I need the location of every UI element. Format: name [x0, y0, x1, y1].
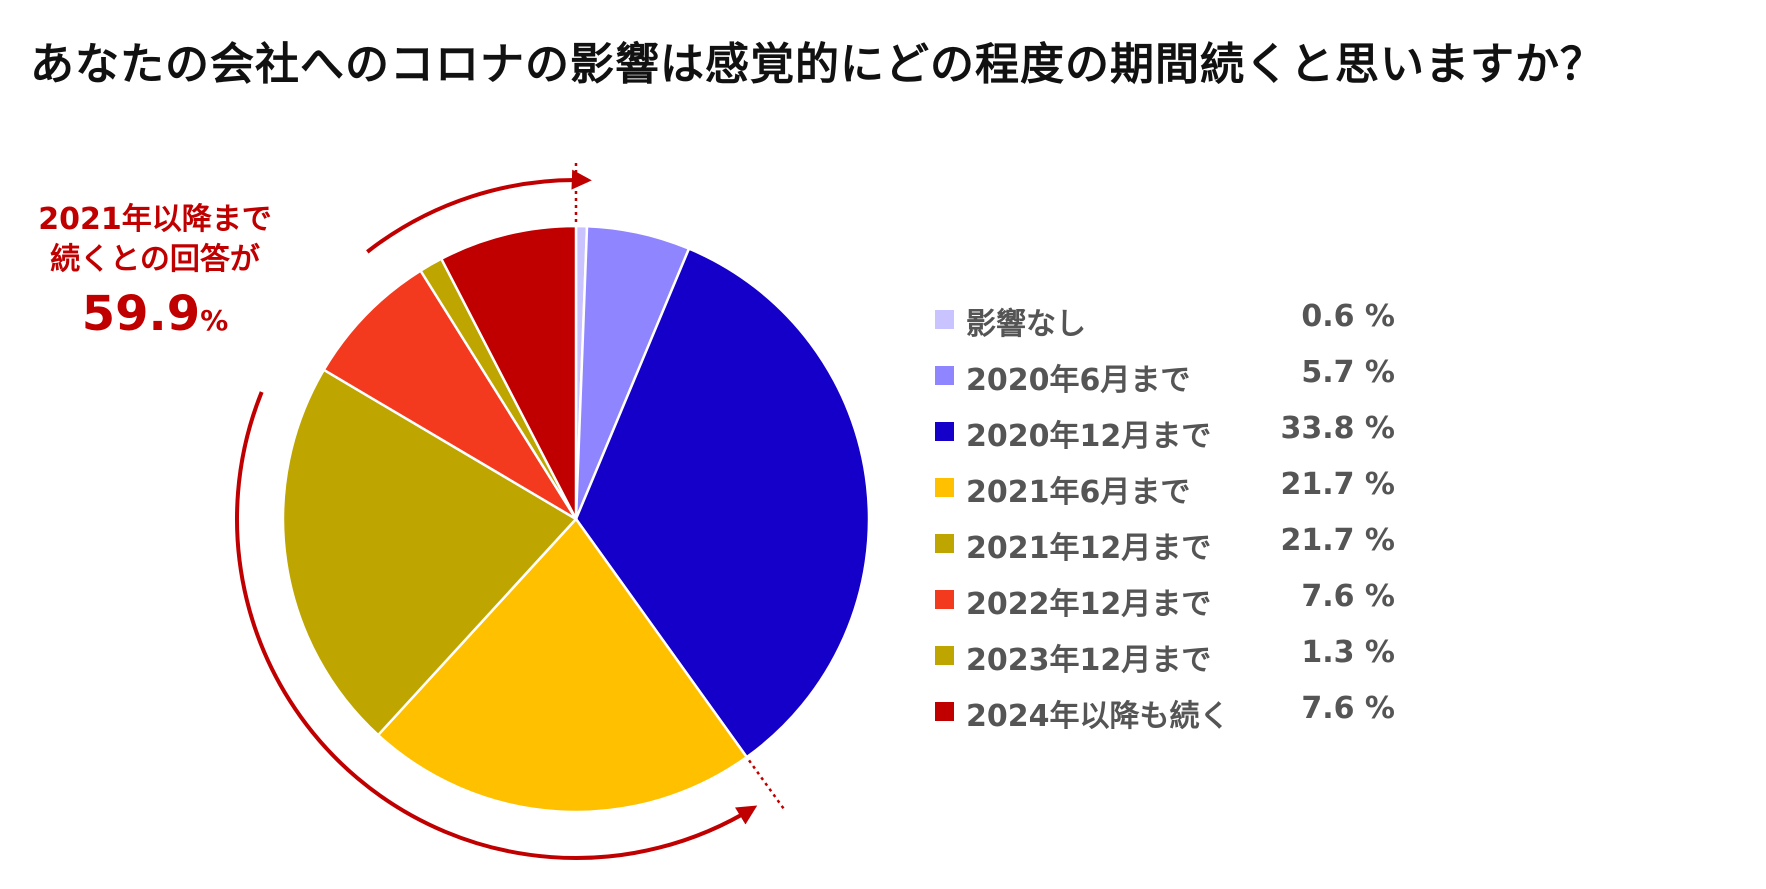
boundary-marker-line	[748, 759, 787, 812]
legend-value: 7.6 %	[1301, 691, 1395, 726]
legend-item: 2022年12月まで 7.6 %	[935, 575, 1395, 631]
legend-label: 2023年12月まで	[966, 643, 1212, 678]
legend-item: 2024年以降も続く 7.6 %	[935, 687, 1395, 743]
legend-label: 2020年6月まで	[966, 363, 1191, 398]
legend: 影響なし 0.6 % 2020年6月まで 5.7 % 2020年12月まで 33.8 % 2…	[935, 295, 1395, 743]
legend-swatch	[935, 646, 954, 665]
legend-item: 2020年12月まで 33.8 %	[935, 407, 1395, 463]
legend-swatch	[935, 702, 954, 721]
legend-item: 2021年12月まで 21.7 %	[935, 519, 1395, 575]
legend-label: 2020年12月まで	[966, 419, 1212, 454]
legend-swatch	[935, 478, 954, 497]
callout-line-2: 続くとの回答が	[50, 242, 260, 277]
pie-slice	[376, 517, 749, 814]
pie-slice	[322, 268, 578, 521]
highlight-arrow-bottom	[235, 391, 758, 860]
callout-unit: %	[200, 304, 229, 337]
legend-label: 影響なし	[966, 307, 1086, 342]
legend-value: 21.7 %	[1280, 467, 1395, 502]
legend-value: 0.6 %	[1301, 299, 1395, 334]
legend-item: 2023年12月まで 1.3 %	[935, 631, 1395, 687]
legend-value: 33.8 %	[1280, 411, 1395, 446]
pie-slice	[574, 247, 871, 759]
legend-value: 1.3 %	[1301, 635, 1395, 670]
pie-slice	[439, 224, 578, 520]
legend-value: 7.6 %	[1301, 579, 1395, 614]
legend-swatch	[935, 534, 954, 553]
legend-value: 21.7 %	[1280, 523, 1395, 558]
legend-value: 5.7 %	[1301, 355, 1395, 390]
callout-line-1: 2021年以降まで	[38, 202, 272, 237]
highlight-arrow-top	[366, 169, 592, 254]
callout-number: 59.9	[81, 286, 201, 342]
legend-item: 影響なし 0.6 %	[935, 295, 1395, 351]
page-title: あなたの会社へのコロナの影響は感覚的にどの程度の期間続くと思いますか？	[30, 39, 1605, 90]
pie-slices	[281, 224, 871, 814]
callout-value: 59.9%	[10, 286, 300, 349]
legend-item: 2021年6月まで 21.7 %	[935, 463, 1395, 519]
legend-swatch	[935, 590, 954, 609]
legend-item: 2020年6月まで 5.7 %	[935, 351, 1395, 407]
legend-label: 2024年以降も続く	[966, 699, 1230, 734]
legend-label: 2022年12月まで	[966, 587, 1212, 622]
legend-swatch	[935, 422, 954, 441]
legend-swatch	[935, 310, 954, 329]
callout: 2021年以降まで 続くとの回答が 59.9%	[10, 200, 300, 349]
legend-swatch	[935, 366, 954, 385]
pie-slice	[281, 368, 578, 737]
legend-label: 2021年12月まで	[966, 531, 1212, 566]
legend-label: 2021年6月まで	[966, 475, 1191, 510]
highlight-annotation	[235, 160, 787, 860]
